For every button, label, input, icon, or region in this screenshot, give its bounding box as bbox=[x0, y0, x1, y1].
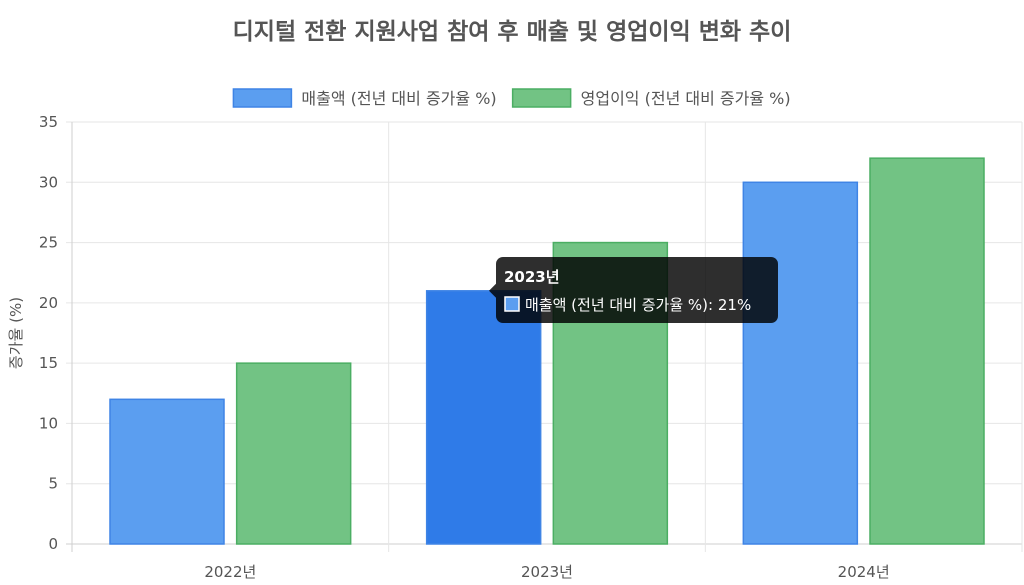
tooltip-caret bbox=[489, 283, 496, 298]
tooltip-swatch bbox=[504, 296, 520, 312]
bar-revenue-1[interactable] bbox=[425, 290, 542, 545]
y-tick-label: 0 bbox=[48, 535, 58, 553]
tooltip-title: 2023년 bbox=[504, 268, 560, 286]
y-tick-label: 5 bbox=[48, 475, 58, 493]
x-tick-label: 2024년 bbox=[838, 563, 890, 581]
legend-label: 매출액 (전년 대비 증가율 %) bbox=[301, 89, 496, 108]
legend: 매출액 (전년 대비 증가율 %) 영업이익 (전년 대비 증가율 %) bbox=[232, 88, 791, 108]
y-tick-label: 10 bbox=[39, 414, 58, 432]
legend-swatch[interactable] bbox=[511, 88, 572, 108]
legend-swatch[interactable] bbox=[232, 88, 293, 108]
y-tick-label: 30 bbox=[39, 173, 58, 191]
y-tick-label: 15 bbox=[39, 354, 58, 372]
tooltip-label: 매출액 (전년 대비 증가율 %): 21% bbox=[525, 296, 751, 314]
x-tick-label: 2022년 bbox=[204, 563, 256, 581]
bar-operating-profit-2[interactable] bbox=[869, 157, 985, 545]
bar-revenue-2[interactable] bbox=[742, 181, 859, 545]
x-tick-label: 2023년 bbox=[521, 563, 573, 581]
bar-operating-profit-0[interactable] bbox=[235, 362, 352, 545]
y-axis-ticks: 0 5 10 15 20 25 30 35 bbox=[39, 113, 58, 553]
chart-title: 디지털 전환 지원사업 참여 후 매출 및 영업이익 변화 추이 bbox=[233, 19, 792, 45]
x-axis-ticks: 2022년 2023년 2024년 bbox=[204, 563, 889, 581]
legend-label: 영업이익 (전년 대비 증가율 %) bbox=[581, 89, 791, 108]
y-tick-label: 35 bbox=[39, 113, 58, 131]
y-tick-label: 20 bbox=[39, 294, 58, 312]
bar-revenue-0[interactable] bbox=[109, 398, 225, 545]
y-axis-label: 증가율 (%) bbox=[7, 297, 25, 369]
y-tick-label: 25 bbox=[39, 234, 58, 252]
bars bbox=[109, 157, 985, 545]
tooltip-box bbox=[496, 257, 778, 323]
